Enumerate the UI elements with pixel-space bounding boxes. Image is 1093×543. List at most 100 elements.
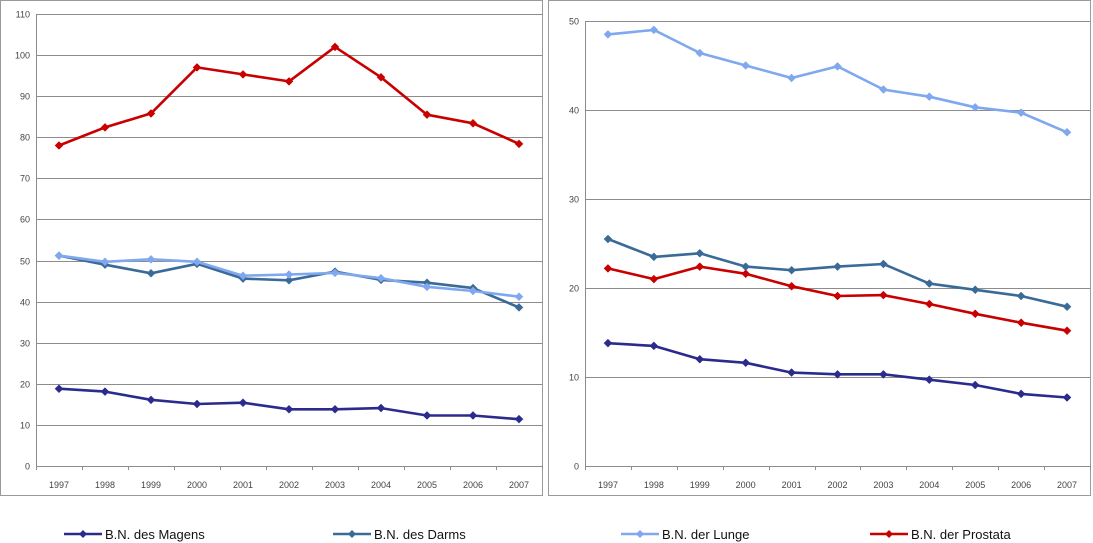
legend-label: B.N. des Magens <box>105 527 205 542</box>
y-tick-label: 10 <box>569 373 579 383</box>
series-line <box>607 28 1068 134</box>
y-tick-label: 40 <box>569 106 579 116</box>
data-point <box>54 384 64 394</box>
x-tick-label: 2005 <box>417 480 437 490</box>
data-point <box>192 399 202 409</box>
y-tick-label: 50 <box>20 257 30 267</box>
x-tick-label: 2000 <box>736 480 756 490</box>
x-tick-label: 1999 <box>690 480 710 490</box>
legend-marker <box>348 530 356 538</box>
x-tick-label: 2003 <box>325 480 345 490</box>
data-point <box>146 268 156 278</box>
y-tick-label: 20 <box>20 380 30 390</box>
data-point <box>146 395 156 405</box>
data-point <box>649 274 659 284</box>
data-point <box>879 259 888 269</box>
series-lunge <box>603 25 1072 137</box>
x-tick-label: 1998 <box>95 480 115 490</box>
data-point <box>330 42 340 52</box>
series-lunge <box>54 251 524 302</box>
data-point <box>54 251 64 260</box>
data-point <box>514 139 524 149</box>
x-tick-label: 2006 <box>463 480 483 490</box>
data-point <box>1016 291 1026 301</box>
y-tick-label: 100 <box>15 51 30 61</box>
x-tick-label: 2001 <box>233 480 253 490</box>
data-point <box>100 257 110 267</box>
data-point <box>100 387 110 396</box>
legend-label: B.N. der Prostata <box>911 527 1011 542</box>
data-point <box>603 338 613 348</box>
series-darm <box>603 234 1072 312</box>
data-point <box>284 270 294 279</box>
data-point <box>192 257 202 267</box>
x-tick-label: 2001 <box>782 480 802 490</box>
data-point <box>741 269 751 279</box>
data-point <box>833 369 842 379</box>
x-tick-label: 2006 <box>1011 480 1031 490</box>
data-point <box>422 282 432 292</box>
legend-label: B.N. der Lunge <box>662 527 749 542</box>
data-point <box>1062 127 1072 137</box>
series-line <box>58 387 520 421</box>
y-tick-label: 60 <box>20 215 30 225</box>
data-point <box>376 403 386 413</box>
series-magen <box>54 384 524 424</box>
data-point <box>879 290 888 300</box>
data-point <box>741 358 751 368</box>
x-tick-label: 2002 <box>827 480 847 490</box>
data-point <box>924 375 934 385</box>
chart-1: 0 10 20 30 40 50 60 70 80 90 100 110 1997 1998 1999 200… <box>0 0 543 496</box>
data-point <box>422 110 432 120</box>
series-prostata <box>54 42 524 150</box>
legend-marker <box>885 530 893 538</box>
x-tick-label: 1997 <box>49 480 69 490</box>
data-point <box>603 234 613 244</box>
data-point <box>833 291 842 301</box>
data-point <box>284 404 294 414</box>
data-point <box>741 61 751 70</box>
data-point <box>879 369 888 379</box>
x-tick-label: 2007 <box>509 480 529 490</box>
data-point <box>833 262 842 271</box>
data-point <box>879 85 888 94</box>
data-point <box>146 254 156 264</box>
x-tick-label: 2000 <box>187 480 207 490</box>
data-point <box>1062 393 1072 402</box>
x-tick-label: 2005 <box>965 480 985 490</box>
legend-item-magen: B.N. des Magens <box>64 527 205 542</box>
y-tick-label: 0 <box>25 462 30 472</box>
x-tick-label: 1998 <box>644 480 664 490</box>
series-magen <box>603 338 1072 402</box>
data-point <box>468 286 478 296</box>
data-point <box>603 29 613 39</box>
y-tick-label: 10 <box>20 421 30 431</box>
data-point <box>514 414 524 424</box>
data-point <box>603 264 613 273</box>
legend-item-prostata: B.N. der Prostata <box>870 527 1011 542</box>
y-tick-label: 110 <box>16 10 30 20</box>
data-point <box>970 285 980 295</box>
series-prostata <box>603 262 1072 336</box>
data-point <box>970 380 980 390</box>
data-point <box>649 25 659 35</box>
y-tick-label: 30 <box>20 339 30 349</box>
data-point <box>146 109 156 118</box>
data-point <box>787 368 796 377</box>
data-point <box>284 77 294 86</box>
data-point <box>970 309 980 319</box>
chart-frame <box>0 0 543 496</box>
data-point <box>192 63 202 72</box>
data-point <box>924 279 934 288</box>
y-tick-label: 50 <box>569 17 579 27</box>
y-tick-label: 30 <box>569 195 579 205</box>
x-tick-label: 1997 <box>598 480 618 490</box>
data-point <box>238 398 248 408</box>
data-point <box>330 268 340 278</box>
y-tick-label: 0 <box>574 462 579 472</box>
legend-marker <box>79 530 87 538</box>
data-point <box>695 248 705 258</box>
data-point <box>970 102 980 112</box>
